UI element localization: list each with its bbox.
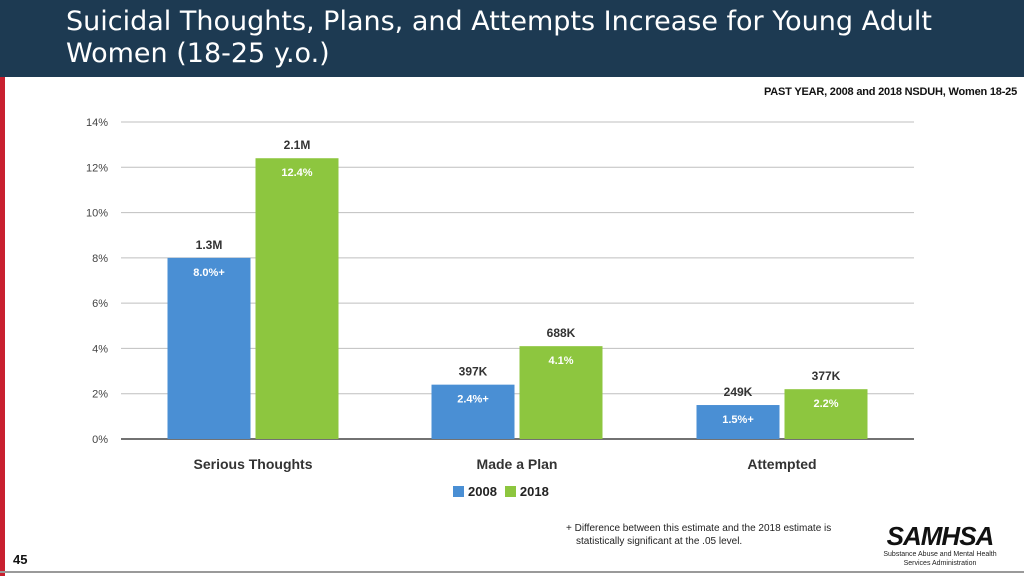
bottom-rule — [0, 571, 1024, 573]
y-tick-label-6: 6% — [92, 298, 108, 310]
y-tick-label-0: 0% — [92, 434, 108, 446]
slide-title-line2: Women (18-25 y.o.) — [66, 38, 330, 69]
bars-layer — [167, 158, 868, 439]
bar-value-label-serious-thoughts-2018: 12.4% — [281, 167, 312, 179]
slide-title-line1: Suicidal Thoughts, Plans, and Attempts I… — [66, 6, 932, 37]
footnote-line2: statistically significant at the .05 lev… — [576, 536, 743, 547]
bar-count-label-serious-thoughts-2008: 1.3M — [196, 238, 223, 252]
bar-count-label-attempted-2018: 377K — [812, 369, 841, 383]
samhsa-logo: SAMHSA Substance Abuse and Mental Health… — [880, 522, 1000, 568]
x-category-label-serious-thoughts: Serious Thoughts — [194, 456, 313, 472]
bar-value-label-made-a-plan-2008: 2.4%+ — [457, 394, 489, 406]
bar-made-a-plan-2018 — [519, 346, 603, 439]
title-banner: Suicidal Thoughts, Plans, and Attempts I… — [0, 0, 1024, 77]
y-tick-label-14: 14% — [86, 117, 108, 129]
footnote-line1: + Difference between this estimate and t… — [566, 523, 832, 534]
labels-layer: 8.0%+ 1.3M 12.4% 2.1M Serious Thoughts 2.4%+ 3… — [193, 138, 840, 472]
grid-layer: 0% 2% 4% 6% 8% 10% 12% 14% — [86, 117, 914, 446]
chart-subtitle: PAST YEAR, 2008 and 2018 NSDUH, Women 18… — [763, 86, 1017, 98]
slide-title: Suicidal Thoughts, Plans, and Attempts I… — [66, 6, 1006, 70]
y-tick-label-4: 4% — [92, 343, 108, 355]
bar-count-label-serious-thoughts-2018: 2.1M — [284, 138, 311, 152]
x-category-label-made-a-plan: Made a Plan — [477, 456, 558, 472]
bar-serious-thoughts-2018 — [255, 158, 339, 439]
legend-label-2008: 2008 — [468, 484, 497, 499]
bar-made-a-plan-2008 — [431, 384, 515, 439]
bar-serious-thoughts-2008 — [167, 257, 251, 439]
y-tick-label-10: 10% — [86, 208, 108, 220]
left-accent-bar — [0, 0, 5, 576]
legend-swatch-2008 — [453, 486, 464, 497]
legend-label-2018: 2018 — [519, 484, 549, 499]
bar-value-label-serious-thoughts-2008: 8.0%+ — [193, 267, 225, 279]
significance-footnote: + Difference between this estimate and t… — [566, 522, 866, 548]
y-tick-label-12: 12% — [86, 162, 108, 174]
y-tick-label-2: 2% — [92, 389, 108, 401]
page-number: 45 — [13, 552, 28, 567]
logo-tagline-line1: Substance Abuse and Mental Health — [883, 551, 997, 558]
logo-tagline-line2: Services Administration — [903, 560, 977, 567]
legend-swatch-2018 — [504, 486, 516, 497]
bar-count-label-attempted-2008: 249K — [724, 385, 753, 399]
chart-legend: 2008 2018 — [453, 484, 557, 499]
bar-value-label-made-a-plan-2018: 4.1% — [548, 355, 573, 367]
bar-count-label-made-a-plan-2018: 688K — [547, 326, 576, 340]
x-category-label-attempted: Attempted — [747, 456, 816, 472]
bar-attempted-2018 — [784, 389, 868, 439]
bar-value-label-attempted-2018: 2.2% — [813, 398, 838, 410]
legend-item-2018: 2018 — [504, 484, 549, 499]
legend-item-2008: 2008 — [453, 484, 497, 499]
bar-value-label-attempted-2008: 1.5%+ — [722, 414, 754, 426]
logo-wordmark: SAMHSA — [886, 521, 995, 551]
y-tick-label-8: 8% — [92, 253, 108, 265]
bar-attempted-2008 — [696, 405, 780, 439]
bar-count-label-made-a-plan-2008: 397K — [459, 365, 488, 379]
